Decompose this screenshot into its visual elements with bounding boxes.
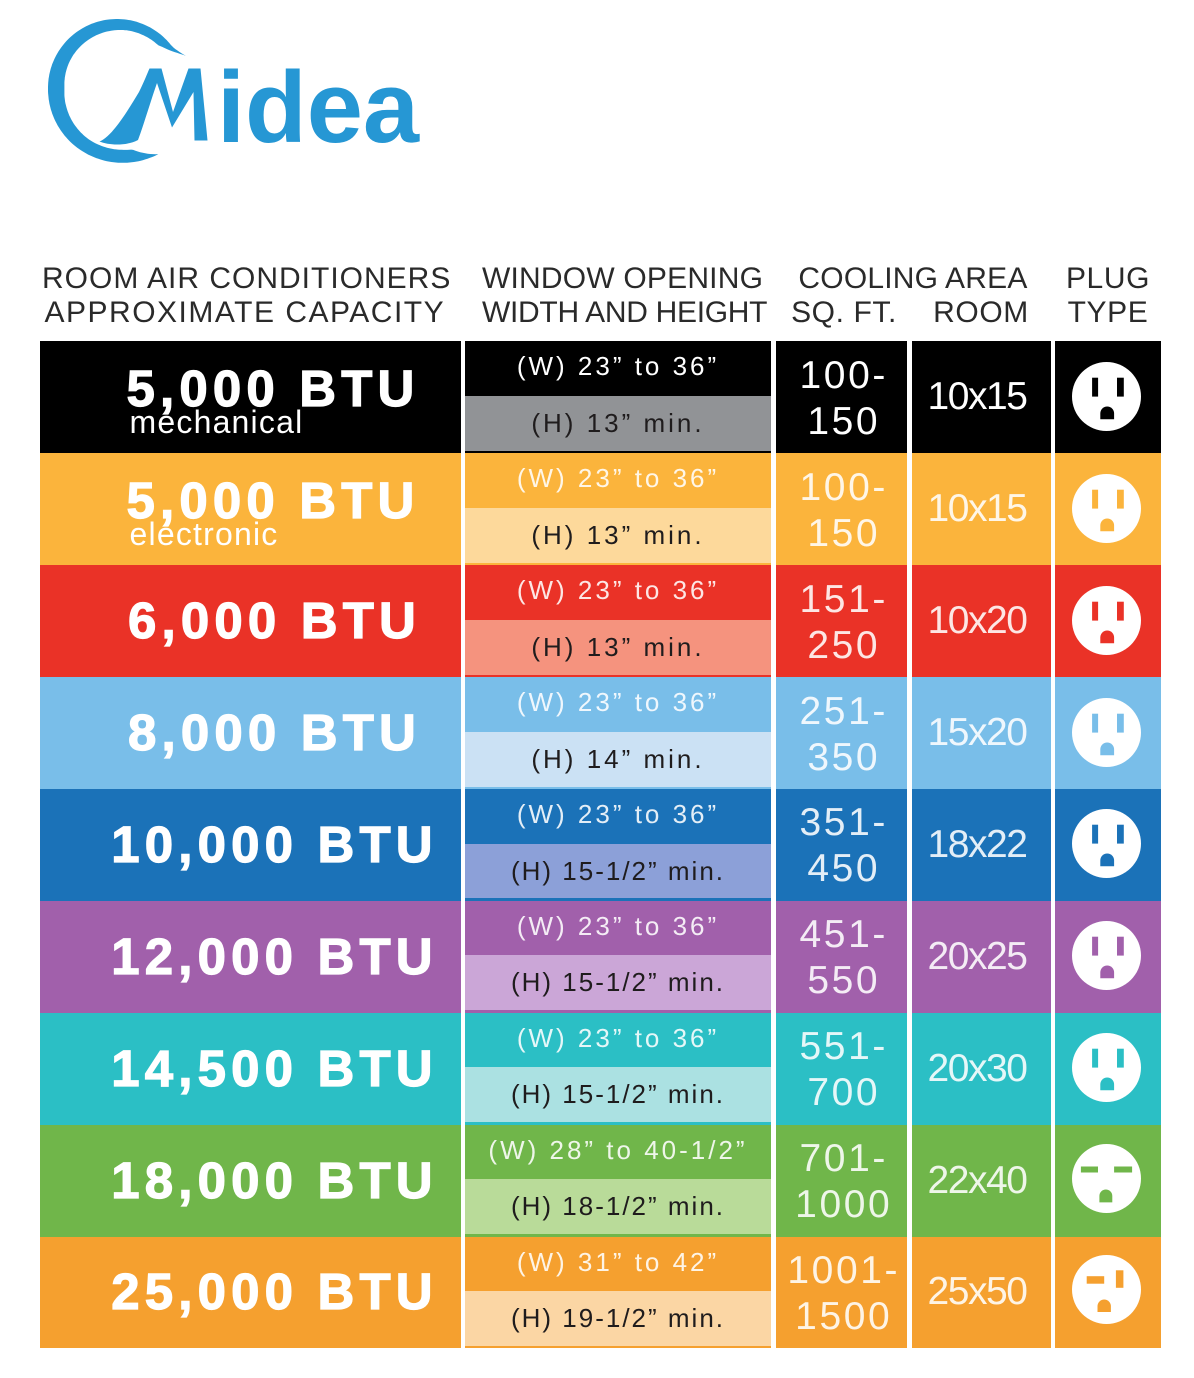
svg-text:idea: idea [217, 52, 420, 164]
